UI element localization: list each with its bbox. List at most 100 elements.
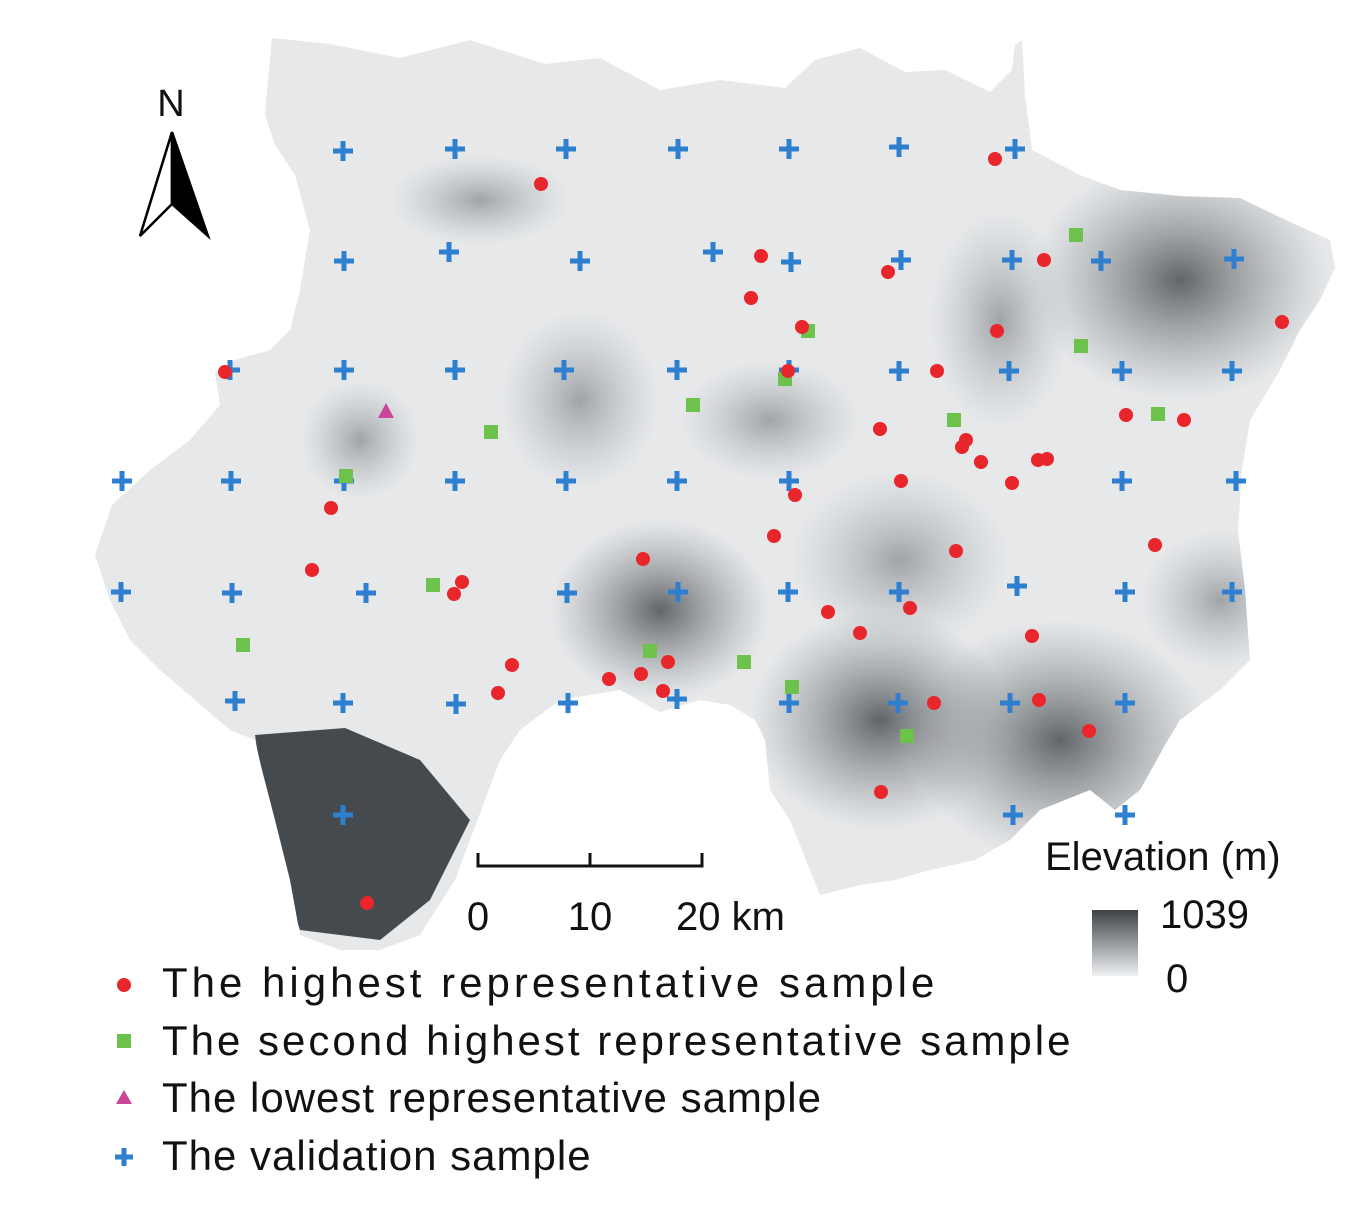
- validation-point: [778, 582, 798, 602]
- elevation-min: 0: [1166, 957, 1188, 1001]
- lowest-point: [378, 403, 394, 418]
- validation-point: [445, 471, 465, 491]
- validation-point: [779, 471, 799, 491]
- second-highest-point: [737, 655, 751, 669]
- validation-point: [445, 139, 465, 159]
- second-highest-point: [1069, 228, 1083, 242]
- highest-point: [1275, 315, 1289, 329]
- validation-point: [333, 141, 353, 161]
- highest-point: [873, 422, 887, 436]
- validation-point: [1222, 361, 1242, 381]
- legend-label-highest: The highest representative sample: [162, 959, 938, 1006]
- validation-point: [222, 583, 242, 603]
- validation-point: [779, 693, 799, 713]
- highest-point: [656, 684, 670, 698]
- legend-label-lowest: The lowest representative sample: [162, 1074, 822, 1121]
- validation-point: [1115, 582, 1135, 602]
- validation-point: [668, 139, 688, 159]
- elevation-legend: Elevation (m) 1039 0: [1045, 835, 1281, 1001]
- second-highest-point: [1074, 339, 1088, 353]
- scale-tick-0: 0: [467, 895, 489, 939]
- highest-point: [903, 601, 917, 615]
- highest-point: [767, 529, 781, 543]
- elevation-colorbar: [1092, 910, 1138, 976]
- legend-plus-icon: [115, 1148, 133, 1166]
- highest-point: [1148, 538, 1162, 552]
- study-region: [95, 38, 1335, 950]
- highest-point: [305, 563, 319, 577]
- highest-point: [636, 552, 650, 566]
- highest-point: [1037, 253, 1051, 267]
- symbol-legend: The highest representative sample The se…: [115, 959, 1070, 1179]
- second-highest-point: [785, 680, 799, 694]
- validation-point: [667, 689, 687, 709]
- highest-point: [949, 544, 963, 558]
- highest-point: [821, 605, 835, 619]
- highest-point: [1119, 408, 1133, 422]
- validation-point: [1112, 471, 1132, 491]
- north-arrow-icon: [138, 131, 174, 237]
- highest-point: [1025, 629, 1039, 643]
- validation-point: [111, 582, 131, 602]
- terrain-shading: [255, 155, 1330, 940]
- validation-point: [891, 250, 911, 270]
- second-highest-point: [484, 425, 498, 439]
- highest-point: [974, 455, 988, 469]
- highest-point: [1040, 452, 1054, 466]
- validation-point: [1007, 576, 1027, 596]
- highest-point: [754, 249, 768, 263]
- highest-point: [447, 587, 461, 601]
- validation-point: [558, 693, 578, 713]
- second-highest-point: [947, 413, 961, 427]
- validation-point: [333, 693, 353, 713]
- highest-point: [881, 265, 895, 279]
- highest-point: [505, 658, 519, 672]
- highest-point: [491, 686, 505, 700]
- north-arrow: N: [138, 83, 211, 241]
- validation-point: [889, 582, 909, 602]
- validation-point: [1091, 251, 1111, 271]
- highest-point: [930, 364, 944, 378]
- validation-point: [781, 252, 801, 272]
- validation-point: [703, 242, 723, 262]
- validation-point: [556, 471, 576, 491]
- validation-point: [356, 583, 376, 603]
- validation-point: [570, 251, 590, 271]
- legend-square-icon: [117, 1034, 131, 1048]
- second-highest-point: [1151, 407, 1165, 421]
- highest-point: [894, 474, 908, 488]
- validation-point: [554, 360, 574, 380]
- highest-point: [853, 626, 867, 640]
- second-highest-point: [643, 644, 657, 658]
- second-highest-point: [426, 578, 440, 592]
- second-highest-point: [339, 469, 353, 483]
- highest-point: [927, 696, 941, 710]
- highest-point: [788, 488, 802, 502]
- scale-tick-10: 10: [568, 895, 613, 939]
- elevation-max: 1039: [1160, 893, 1249, 937]
- validation-point: [225, 691, 245, 711]
- highest-point: [874, 785, 888, 799]
- scale-bar-line: [476, 853, 704, 868]
- validation-point: [1224, 249, 1244, 269]
- validation-point: [1115, 805, 1135, 825]
- highest-point: [781, 364, 795, 378]
- validation-point: [1002, 250, 1022, 270]
- validation-point: [334, 360, 354, 380]
- elevation-title: Elevation (m): [1045, 835, 1281, 879]
- second-highest-point: [900, 729, 914, 743]
- highest-point: [1032, 693, 1046, 707]
- validation-point: [1226, 471, 1246, 491]
- highest-point: [955, 440, 969, 454]
- highest-point: [990, 324, 1004, 338]
- highest-point: [988, 152, 1002, 166]
- validation-point: [889, 137, 909, 157]
- north-arrow-shade-icon: [170, 131, 211, 241]
- validation-point: [779, 139, 799, 159]
- validation-point: [221, 471, 241, 491]
- lowest-samples: [378, 403, 394, 418]
- legend-triangle-icon: [116, 1090, 132, 1104]
- highest-point: [1082, 724, 1096, 738]
- second-highest-point: [686, 398, 700, 412]
